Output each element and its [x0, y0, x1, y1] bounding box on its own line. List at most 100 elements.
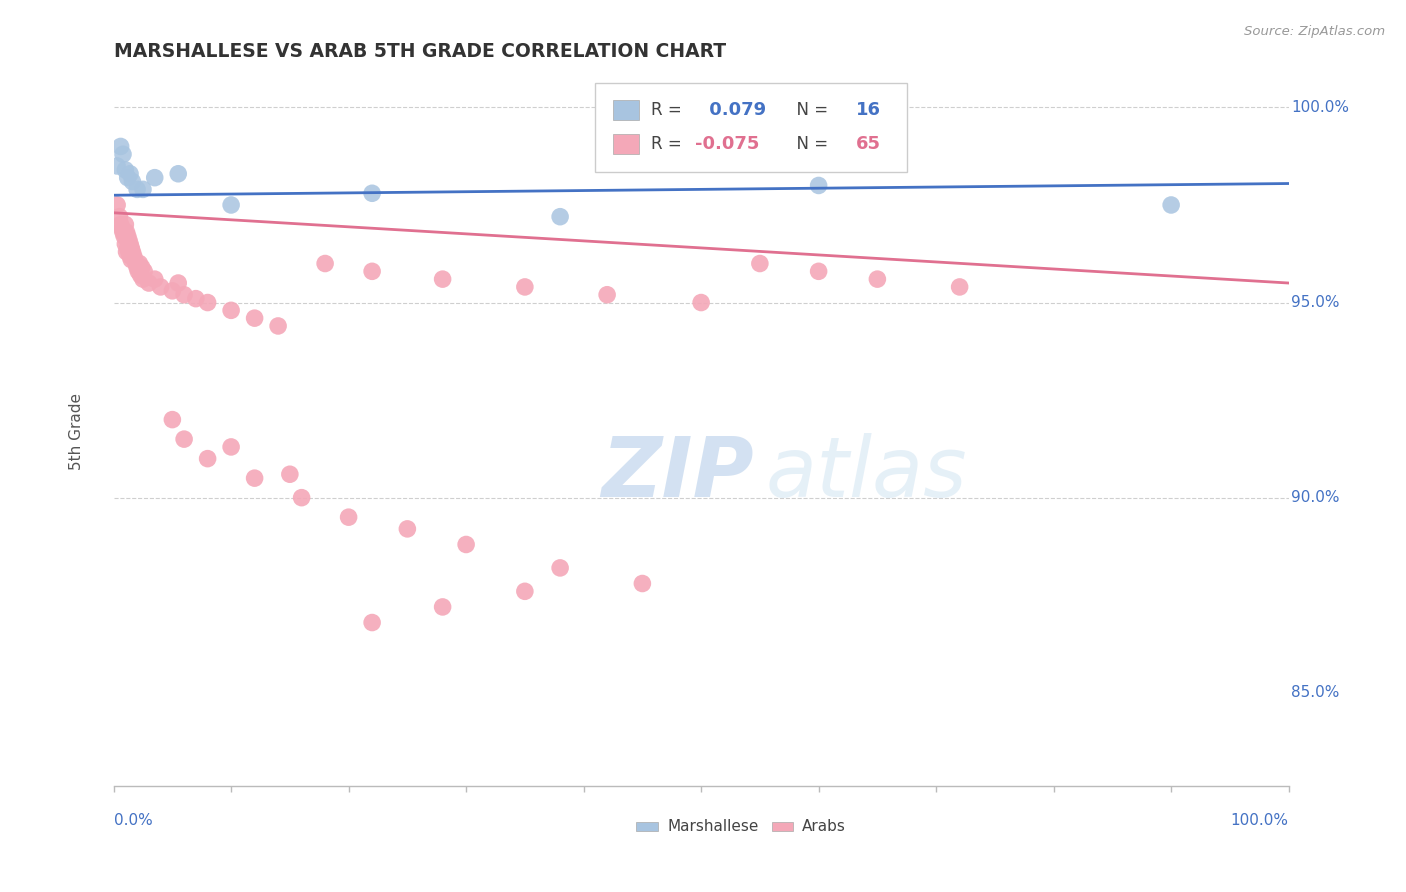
Point — [173, 287, 195, 301]
Text: 0.079: 0.079 — [703, 101, 766, 119]
Text: 0.0%: 0.0% — [114, 814, 152, 829]
Point — [127, 264, 149, 278]
Point — [131, 260, 153, 275]
Point — [748, 256, 770, 270]
Text: 85.0%: 85.0% — [1291, 685, 1340, 700]
Text: 5th Grade: 5th Grade — [69, 392, 83, 470]
Point — [117, 241, 139, 255]
Point — [219, 440, 242, 454]
Point — [149, 280, 172, 294]
Point — [548, 561, 571, 575]
Point — [132, 272, 155, 286]
Point — [117, 170, 139, 185]
Text: 65: 65 — [856, 135, 882, 153]
Point — [122, 249, 145, 263]
Point — [114, 237, 136, 252]
FancyBboxPatch shape — [772, 822, 793, 831]
Text: 90.0%: 90.0% — [1291, 491, 1340, 505]
Point — [361, 615, 384, 630]
Text: MARSHALLESE VS ARAB 5TH GRADE CORRELATION CHART: MARSHALLESE VS ARAB 5TH GRADE CORRELATIO… — [114, 42, 725, 61]
Point — [866, 272, 889, 286]
Text: 100.0%: 100.0% — [1230, 814, 1289, 829]
FancyBboxPatch shape — [613, 100, 638, 120]
Point — [173, 432, 195, 446]
Text: N =: N = — [786, 101, 834, 119]
Point — [108, 210, 131, 224]
Point — [1160, 198, 1182, 212]
Text: 100.0%: 100.0% — [1291, 100, 1348, 115]
Point — [112, 229, 135, 244]
Point — [120, 252, 142, 267]
Point — [111, 147, 134, 161]
Point — [432, 599, 454, 614]
Point — [114, 218, 136, 232]
Point — [219, 303, 242, 318]
FancyBboxPatch shape — [637, 822, 658, 831]
Point — [124, 252, 146, 267]
Point — [132, 182, 155, 196]
Point — [456, 537, 478, 551]
Point — [949, 280, 972, 294]
FancyBboxPatch shape — [595, 83, 907, 172]
Text: R =: R = — [651, 101, 686, 119]
Point — [690, 295, 713, 310]
Point — [513, 584, 536, 599]
Text: ZIP: ZIP — [602, 434, 754, 515]
Point — [184, 292, 207, 306]
Point — [243, 471, 266, 485]
Text: 95.0%: 95.0% — [1291, 295, 1340, 310]
FancyBboxPatch shape — [613, 134, 638, 153]
Point — [125, 256, 148, 270]
Point — [134, 264, 156, 278]
Point — [167, 167, 190, 181]
Point — [120, 249, 142, 263]
Point — [118, 244, 141, 259]
Point — [596, 287, 619, 301]
Text: -0.075: -0.075 — [695, 135, 759, 153]
Point — [278, 467, 301, 482]
Point — [121, 175, 143, 189]
Point — [114, 162, 136, 177]
Point — [110, 218, 132, 232]
Point — [110, 139, 132, 153]
Point — [548, 210, 571, 224]
Point — [162, 284, 184, 298]
Text: Arabs: Arabs — [803, 819, 846, 834]
Text: N =: N = — [786, 135, 834, 153]
Point — [127, 182, 149, 196]
Point — [129, 268, 152, 283]
Point — [128, 256, 150, 270]
Text: Marshallese: Marshallese — [666, 819, 758, 834]
Point — [105, 159, 128, 173]
Point — [361, 264, 384, 278]
Point — [121, 244, 143, 259]
Point — [118, 233, 141, 247]
Point — [243, 311, 266, 326]
Point — [219, 198, 242, 212]
Point — [631, 576, 654, 591]
Point — [143, 170, 166, 185]
Text: 16: 16 — [856, 101, 882, 119]
Point — [807, 178, 830, 193]
Point — [167, 276, 190, 290]
Point — [314, 256, 336, 270]
Text: atlas: atlas — [766, 434, 967, 515]
Point — [120, 241, 142, 255]
Point — [111, 225, 134, 239]
Point — [120, 237, 142, 252]
Point — [807, 264, 830, 278]
Point — [162, 412, 184, 426]
Point — [197, 451, 219, 466]
Point — [143, 272, 166, 286]
Text: Source: ZipAtlas.com: Source: ZipAtlas.com — [1244, 25, 1385, 38]
Point — [138, 276, 160, 290]
Point — [291, 491, 314, 505]
Point — [513, 280, 536, 294]
Text: R =: R = — [651, 135, 686, 153]
Point — [267, 318, 290, 333]
Point — [361, 186, 384, 201]
Point — [115, 244, 138, 259]
Point — [120, 167, 142, 181]
Point — [432, 272, 454, 286]
Point — [115, 225, 138, 239]
